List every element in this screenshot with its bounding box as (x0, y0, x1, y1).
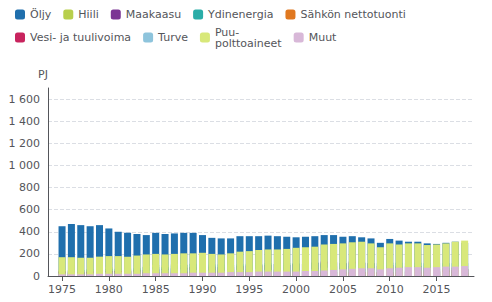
svg-text:2015: 2015 (423, 283, 451, 296)
svg-text:2000: 2000 (282, 283, 310, 296)
svg-text:600: 600 (19, 203, 40, 216)
svg-text:Sähkön nettotuonti: Sähkön nettotuonti (300, 8, 405, 21)
svg-text:PJ: PJ (38, 68, 48, 81)
svg-text:1980: 1980 (95, 283, 123, 296)
svg-text:1985: 1985 (142, 283, 170, 296)
svg-text:2005: 2005 (329, 283, 357, 296)
svg-text:polttoaineet: polttoaineet (215, 37, 282, 50)
svg-text:200: 200 (19, 247, 40, 260)
svg-text:1975: 1975 (48, 283, 76, 296)
svg-text:Öljy: Öljy (30, 8, 52, 21)
svg-text:1 400: 1 400 (9, 115, 41, 128)
svg-text:1995: 1995 (235, 283, 263, 296)
svg-text:Turve: Turve (157, 31, 188, 44)
svg-text:2010: 2010 (376, 283, 404, 296)
svg-text:0: 0 (33, 270, 40, 283)
svg-text:1 200: 1 200 (9, 137, 41, 150)
svg-text:1 000: 1 000 (9, 159, 41, 172)
svg-text:Maakaasu: Maakaasu (126, 8, 181, 21)
svg-text:Ydinenergia: Ydinenergia (207, 8, 273, 21)
svg-text:Hiili: Hiili (78, 8, 99, 21)
svg-text:1 600: 1 600 (9, 93, 41, 106)
svg-text:400: 400 (19, 225, 40, 238)
svg-text:1990: 1990 (188, 283, 216, 296)
svg-text:Muut: Muut (309, 31, 337, 44)
svg-text:Puu-: Puu- (214, 25, 240, 39)
svg-text:Vesi- ja tuulivoima: Vesi- ja tuulivoima (30, 31, 131, 44)
svg-text:800: 800 (19, 181, 40, 194)
